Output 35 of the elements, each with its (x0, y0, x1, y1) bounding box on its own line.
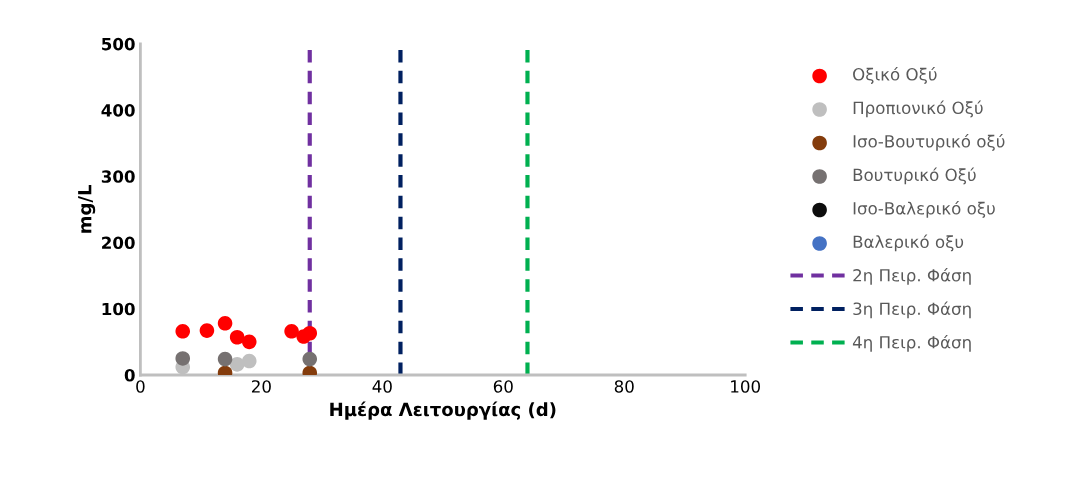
legend-label: Βουτυρικό Οξύ (853, 167, 976, 185)
point (217, 351, 233, 367)
point (229, 357, 245, 372)
legend-label: 2η Πειρ. Φάση (853, 268, 971, 285)
x-tick-label: 80 (614, 380, 634, 393)
legend-label: Οξικό Οξύ (853, 67, 937, 84)
point (175, 323, 191, 339)
point (175, 351, 191, 366)
point (302, 325, 318, 341)
y-tick-label: 0 (124, 368, 135, 382)
point (229, 329, 245, 345)
point (241, 353, 257, 369)
y-axis-title: mg/L (78, 184, 96, 233)
point (199, 323, 215, 338)
legend-label: Βαλερικό οξυ (853, 234, 964, 252)
x-tick-label: 20 (251, 380, 271, 393)
y-tick-label: 200 (102, 236, 135, 250)
y-tick-label: 500 (102, 37, 135, 51)
legend-label: Ισο-Βαλερικό οξυ (853, 201, 995, 218)
y-tick-label: 400 (101, 104, 135, 117)
legend-label: Ισο-Βουτυρικό οξύ (853, 134, 1005, 151)
x-tick-label: 60 (493, 380, 513, 393)
legend-label: 4η Πειρ. Φάση (852, 334, 971, 352)
y-tick-label: 300 (101, 170, 135, 183)
y-tick-label: 100 (102, 302, 135, 316)
point (241, 334, 257, 350)
legend-label: Προπιονικό Οξύ (853, 100, 983, 118)
x-tick-label: 0 (136, 380, 145, 393)
point (284, 323, 299, 339)
x-axis-title: Ημέρα Λειτουργίας (d) (330, 401, 556, 420)
legend-label: 3η Πειρ. Φάση (853, 301, 971, 319)
x-tick-label: 100 (731, 380, 760, 393)
x-tick-label: 40 (372, 380, 392, 393)
point (217, 316, 233, 331)
point (302, 351, 318, 367)
